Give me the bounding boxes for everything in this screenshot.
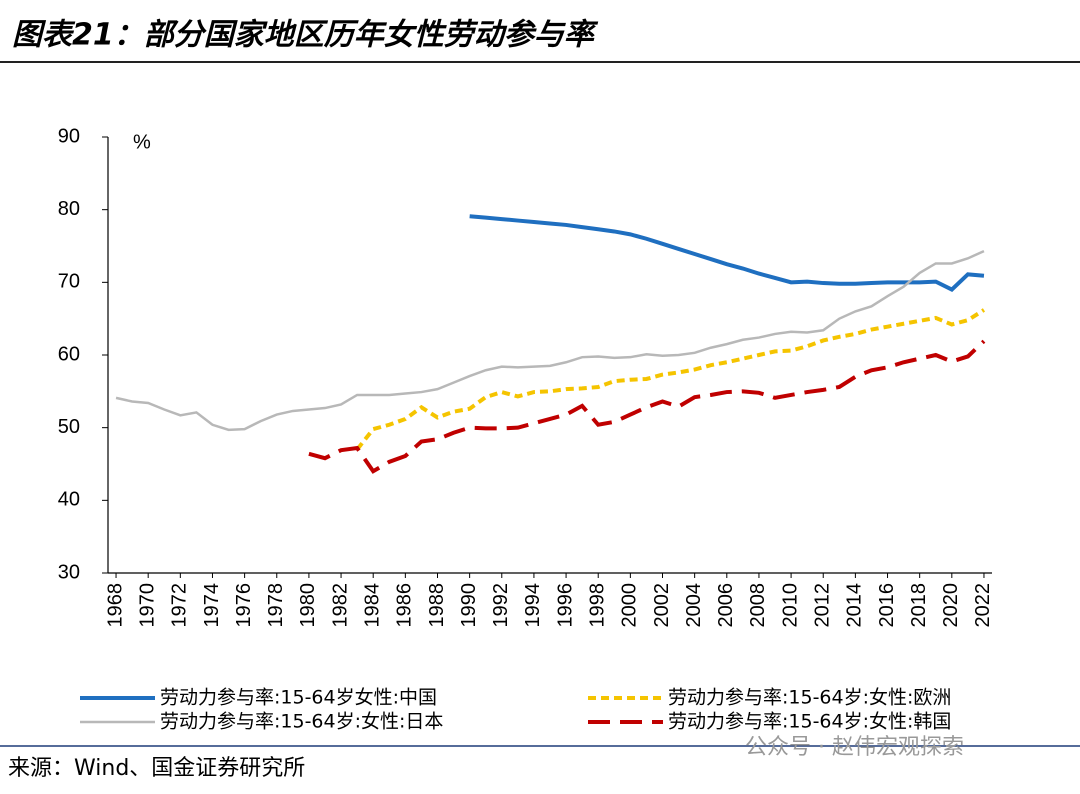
x-tick-label: 1990 <box>458 583 480 628</box>
x-tick-label: 1972 <box>169 583 191 628</box>
y-unit: % <box>133 131 151 153</box>
x-tick-label: 1984 <box>361 583 383 628</box>
x-tick-label: 2018 <box>908 583 930 628</box>
x-tick-label: 2010 <box>779 583 801 628</box>
x-tick-label: 2022 <box>972 583 994 628</box>
legend-label: 劳动力参与率:15-64岁:女性:欧洲 <box>668 687 951 709</box>
x-tick-label: 1994 <box>522 583 544 628</box>
x-tick-label: 1978 <box>265 583 287 628</box>
series-line <box>115 249 985 432</box>
series-line <box>469 214 985 293</box>
x-tick-label: 2002 <box>651 583 673 628</box>
x-tick-label: 1998 <box>586 583 608 628</box>
legend-label: 劳动力参与率:15-64岁女性:中国 <box>160 687 437 709</box>
source: 来源：Wind、国金证券研究所 <box>8 756 305 781</box>
x-tick-label: 2000 <box>619 583 641 628</box>
watermark: 公众号 · 赵伟宏观探索 <box>745 735 964 760</box>
y-tick-label: 40 <box>58 489 80 511</box>
x-tick-label: 2006 <box>715 583 737 628</box>
legend-label: 劳动力参与率:15-64岁:女性:韩国 <box>668 711 951 733</box>
x-tick-label: 1974 <box>201 583 223 628</box>
y-tick-label: 80 <box>58 198 80 220</box>
x-tick-label: 1970 <box>136 583 158 628</box>
x-tick-label: 2004 <box>683 583 705 628</box>
x-tick-label: 1968 <box>104 583 126 628</box>
x-tick-label: 1986 <box>394 583 416 628</box>
x-tick-label: 1976 <box>233 583 255 628</box>
x-tick-label: 1996 <box>554 583 576 628</box>
x-tick-label: 2014 <box>844 583 866 628</box>
x-tick-label: 1982 <box>329 583 351 628</box>
series-line <box>355 308 986 451</box>
y-tick-label: 90 <box>58 125 80 147</box>
chart-title: 图表21：部分国家地区历年女性劳动参与率 <box>12 18 599 53</box>
y-tick-label: 50 <box>58 416 80 438</box>
x-tick-label: 1980 <box>297 583 319 628</box>
y-tick-label: 60 <box>58 343 80 365</box>
x-tick-label: 2008 <box>747 583 769 628</box>
x-tick-label: 2012 <box>812 583 834 628</box>
x-tick-label: 2020 <box>940 583 962 628</box>
x-tick-label: 1992 <box>490 583 512 628</box>
y-tick-label: 70 <box>58 271 80 293</box>
x-tick-label: 1988 <box>426 583 448 628</box>
legend-label: 劳动力参与率:15-64岁:女性:日本 <box>160 711 443 733</box>
x-tick-label: 2016 <box>876 583 898 628</box>
y-tick-label: 30 <box>58 561 80 583</box>
series-line <box>308 339 986 474</box>
